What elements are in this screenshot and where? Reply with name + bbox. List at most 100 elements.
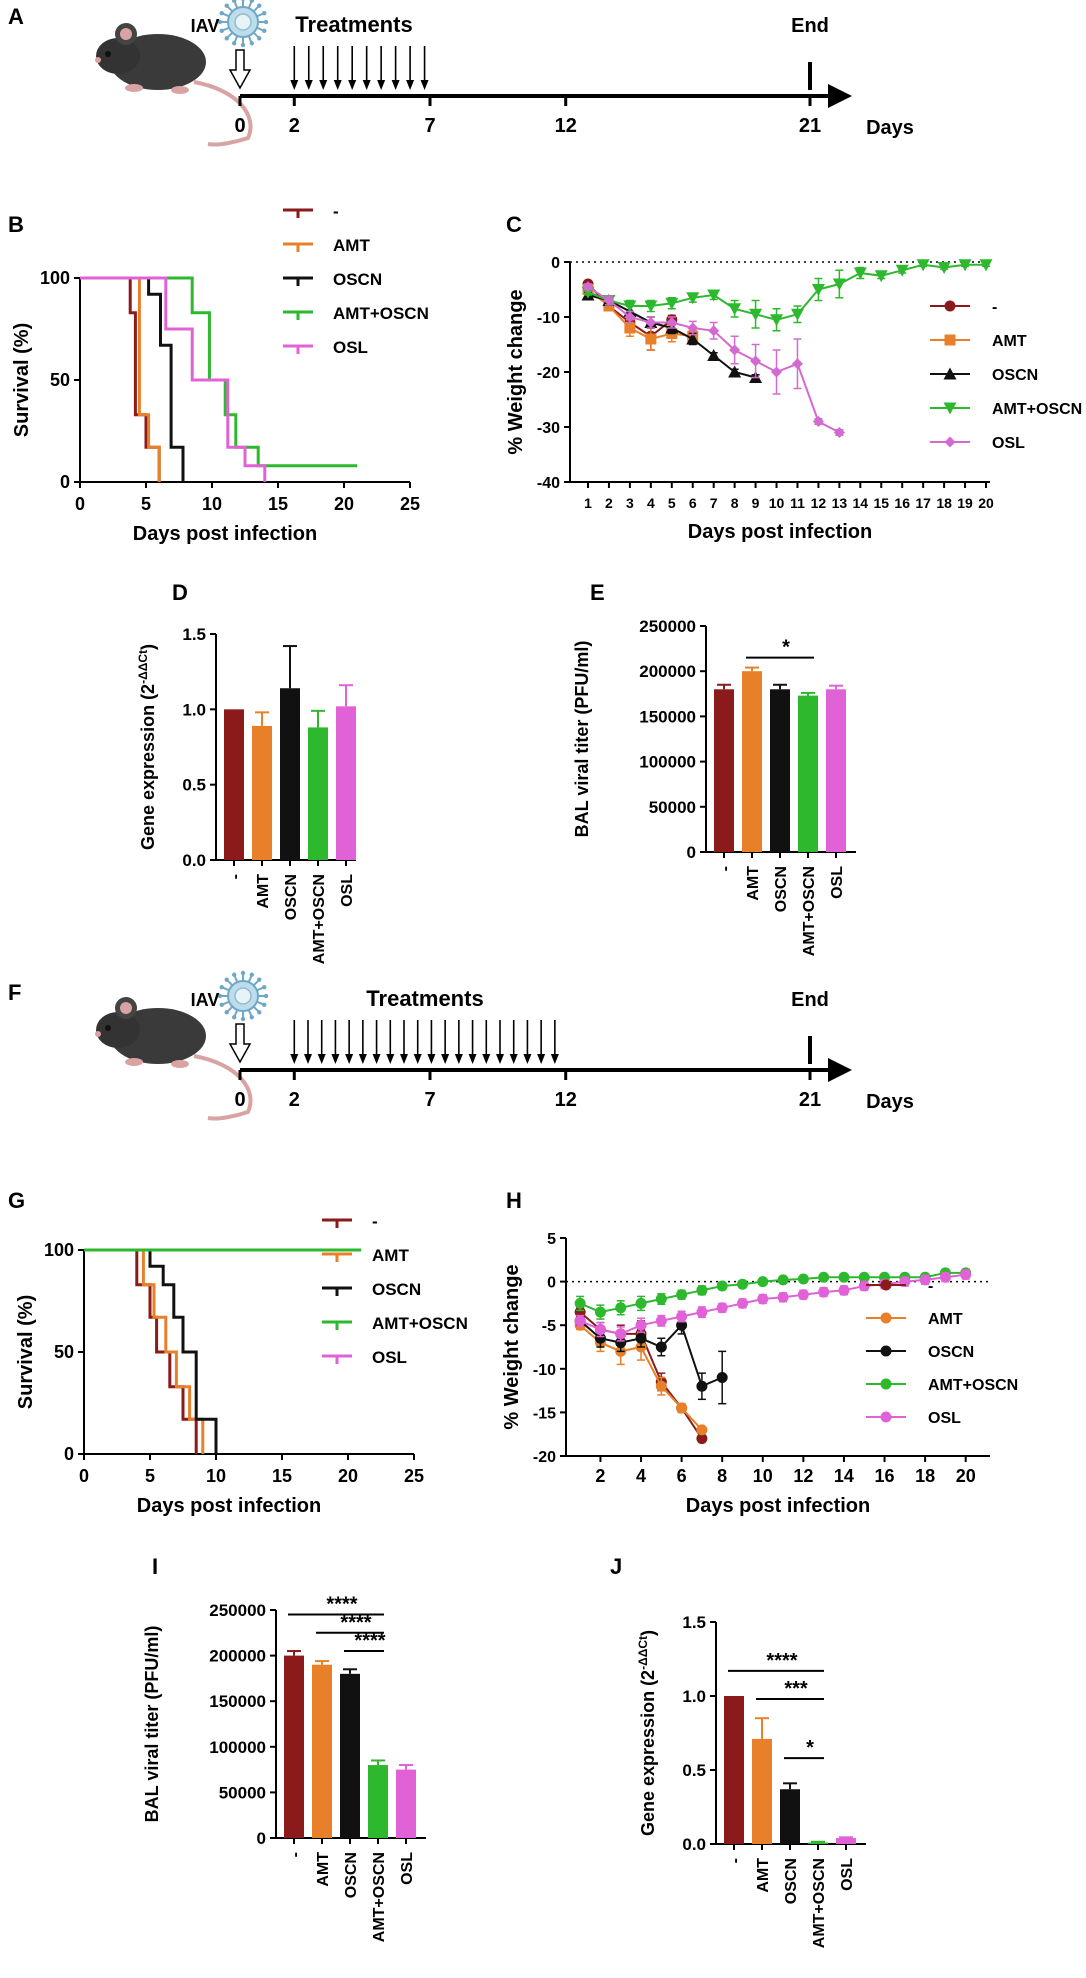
mouse-icon bbox=[95, 997, 253, 1121]
x-tick-label-amt: AMT bbox=[255, 874, 272, 909]
bar-oscn bbox=[770, 689, 790, 852]
treatment-arrowhead bbox=[348, 80, 357, 90]
data-point bbox=[574, 1315, 586, 1327]
data-point bbox=[635, 1319, 647, 1331]
data-point bbox=[853, 267, 867, 280]
x-tick-label: 25 bbox=[404, 1466, 424, 1486]
x-tick-label: 10 bbox=[202, 494, 222, 514]
x-tick-label-amt: AMT bbox=[745, 866, 762, 901]
treatment-arrowhead bbox=[304, 1054, 312, 1064]
legend-label-oscn: OSCN bbox=[992, 367, 1038, 384]
y-tick-label: 1.0 bbox=[182, 700, 206, 719]
significance-label: **** bbox=[340, 1612, 371, 1634]
data-point bbox=[979, 259, 993, 272]
legend-marker bbox=[943, 367, 957, 380]
y-tick-label: 250000 bbox=[209, 1601, 266, 1620]
data-point bbox=[635, 1332, 647, 1344]
data-point bbox=[655, 1315, 667, 1327]
significance-label: **** bbox=[326, 1594, 357, 1616]
bar-oscn bbox=[340, 1673, 360, 1838]
x-tick-label: 15 bbox=[873, 495, 889, 511]
legend-label-amt-oscn: AMT+OSCN bbox=[333, 304, 429, 323]
treatment-arrowhead bbox=[496, 1054, 504, 1064]
data-point bbox=[687, 322, 699, 334]
y-tick-label: 1.5 bbox=[182, 625, 206, 644]
survival-line-untreated bbox=[80, 276, 161, 482]
y-tick-label: 150000 bbox=[639, 707, 696, 726]
x-tick-label: 20 bbox=[956, 1466, 976, 1486]
bar-osl bbox=[836, 1838, 856, 1844]
bar-amt-oscn bbox=[368, 1765, 388, 1838]
x-tick-label: 6 bbox=[677, 1466, 687, 1486]
x-axis-label: Days post infection bbox=[686, 1495, 870, 1517]
data-point bbox=[655, 1341, 667, 1353]
x-tick-label: 12 bbox=[811, 495, 827, 511]
legend-label-untreated: - bbox=[928, 1278, 933, 1295]
x-tick-label: 4 bbox=[647, 495, 655, 511]
virus-label: IAV bbox=[191, 16, 220, 36]
treatment-arrowhead bbox=[317, 1054, 326, 1064]
timeline-tick-label: 21 bbox=[799, 115, 821, 137]
survival-line-untreated bbox=[84, 1248, 198, 1454]
legend-marker bbox=[944, 436, 956, 448]
data-point bbox=[770, 314, 784, 327]
treatment-arrowhead bbox=[290, 80, 299, 90]
data-point bbox=[937, 262, 951, 274]
legend-marker bbox=[880, 1312, 892, 1324]
data-point bbox=[757, 1293, 769, 1305]
data-point bbox=[838, 1271, 850, 1283]
treatment-arrowhead bbox=[537, 1054, 546, 1064]
data-point bbox=[624, 322, 636, 334]
y-tick-label: 100000 bbox=[209, 1738, 266, 1757]
treatment-arrowhead bbox=[290, 1054, 299, 1064]
data-point bbox=[958, 259, 972, 272]
survival-line-amt bbox=[80, 276, 161, 482]
data-point bbox=[797, 1289, 809, 1301]
y-tick-label: 0.5 bbox=[182, 776, 206, 795]
treatment-arrowhead bbox=[420, 80, 429, 90]
end-label: End bbox=[791, 989, 829, 1011]
y-tick-label: 50000 bbox=[219, 1783, 266, 1802]
data-point bbox=[777, 1274, 789, 1286]
data-point bbox=[655, 1293, 667, 1305]
legend-label-amt: AMT bbox=[992, 333, 1027, 350]
treatment-arrowhead bbox=[482, 1054, 491, 1064]
y-axis-label: Gene expression (2-ΔΔCt) bbox=[136, 644, 158, 850]
x-tick-label: 18 bbox=[936, 495, 952, 511]
x-tick-label: 20 bbox=[978, 495, 994, 511]
x-tick-label-amt: AMT bbox=[315, 1852, 332, 1887]
significance-label: * bbox=[806, 1737, 814, 1759]
chart-panel-g: 0 5 10 15 20 25 0 50 100 Days post infection Survi… bbox=[15, 1212, 468, 1517]
legend-label-oscn: OSCN bbox=[333, 270, 382, 289]
significance-label: **** bbox=[354, 1630, 385, 1652]
y-tick-label: -5 bbox=[542, 1318, 556, 1335]
timeline-panel-f: IAV 0 2 7 12 21 End Days Treatments bbox=[95, 970, 914, 1121]
data-point bbox=[832, 278, 846, 291]
y-tick-label: -30 bbox=[537, 420, 560, 437]
y-tick-label: 200000 bbox=[639, 662, 696, 681]
data-point bbox=[594, 1324, 606, 1336]
legend-marker bbox=[880, 1378, 892, 1390]
legend-label-amt: AMT bbox=[928, 1311, 963, 1328]
y-tick-label: 0 bbox=[551, 255, 560, 272]
data-point bbox=[624, 311, 636, 323]
chart-panel-d: 0.0 0.5 1.0 1.5 Gene expression (2-ΔΔCt) - AMT… bbox=[136, 625, 356, 964]
y-axis-label: Survival (%) bbox=[15, 1295, 37, 1409]
data-point bbox=[729, 344, 741, 356]
data-point bbox=[707, 349, 721, 361]
legend-label-amt-oscn: AMT+OSCN bbox=[928, 1377, 1018, 1394]
data-point bbox=[960, 1269, 972, 1281]
x-tick-label: 9 bbox=[752, 495, 760, 511]
x-tick-label: 13 bbox=[832, 495, 848, 511]
mouse-icon bbox=[95, 23, 253, 147]
panel-letter-j: J bbox=[610, 1554, 622, 1579]
panel-letter-f: F bbox=[8, 980, 21, 1005]
timeline-tick-label: 12 bbox=[555, 1089, 577, 1111]
treatment-arrowhead bbox=[413, 1054, 422, 1064]
treatment-arrowhead bbox=[391, 80, 400, 90]
y-tick-label: -15 bbox=[533, 1405, 556, 1422]
x-tick-label-osl: OSL bbox=[829, 866, 846, 899]
data-point bbox=[858, 1271, 870, 1283]
timeline-tick-label: 7 bbox=[424, 1089, 435, 1111]
data-point bbox=[686, 332, 700, 345]
